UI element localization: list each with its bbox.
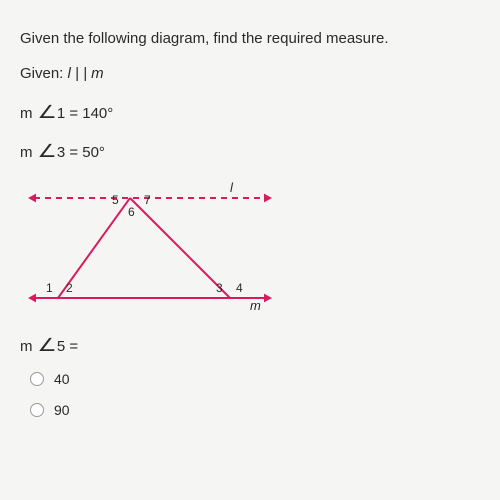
svg-text:6: 6 — [128, 205, 135, 219]
option-row[interactable]: 90 — [20, 402, 480, 418]
svg-text:l: l — [230, 180, 234, 195]
radio-button[interactable] — [30, 403, 44, 417]
svg-text:2: 2 — [66, 281, 73, 295]
angle1-prefix: m — [20, 105, 37, 122]
question-line: m ∠5 = — [20, 335, 480, 356]
svg-text:m: m — [250, 298, 261, 313]
option-row[interactable]: 40 — [20, 371, 480, 387]
svg-text:1: 1 — [46, 281, 53, 295]
angle-symbol: ∠ — [37, 141, 56, 162]
angle3-expr: 3 = 50° — [57, 144, 105, 161]
question-expr: 5 = — [57, 338, 78, 355]
diagram-svg: l m 5 76 12 34 — [20, 180, 280, 320]
angle-1-line: m ∠1 = 140° — [20, 102, 480, 123]
angle-symbol: ∠ — [37, 335, 56, 356]
option-label: 40 — [54, 371, 70, 387]
angle1-expr: 1 = 140° — [57, 105, 113, 122]
problem-prompt: Given the following diagram, find the re… — [20, 30, 480, 47]
geometry-diagram: l m 5 76 12 34 — [20, 180, 280, 320]
radio-button[interactable] — [30, 372, 44, 386]
given-prefix: Given: — [20, 65, 68, 82]
angle3-prefix: m — [20, 144, 37, 161]
svg-text:7: 7 — [144, 193, 151, 207]
angle-3-line: m ∠3 = 50° — [20, 141, 480, 162]
question-prefix: m — [20, 338, 37, 355]
angle-symbol: ∠ — [37, 102, 56, 123]
options-container: 40 90 — [20, 371, 480, 418]
given-expression: l | | m — [68, 65, 104, 82]
option-label: 90 — [54, 402, 70, 418]
given-line: Given: l | | m — [20, 65, 480, 82]
svg-text:3: 3 — [216, 281, 223, 295]
svg-text:4: 4 — [236, 281, 243, 295]
svg-text:5: 5 — [112, 193, 119, 207]
